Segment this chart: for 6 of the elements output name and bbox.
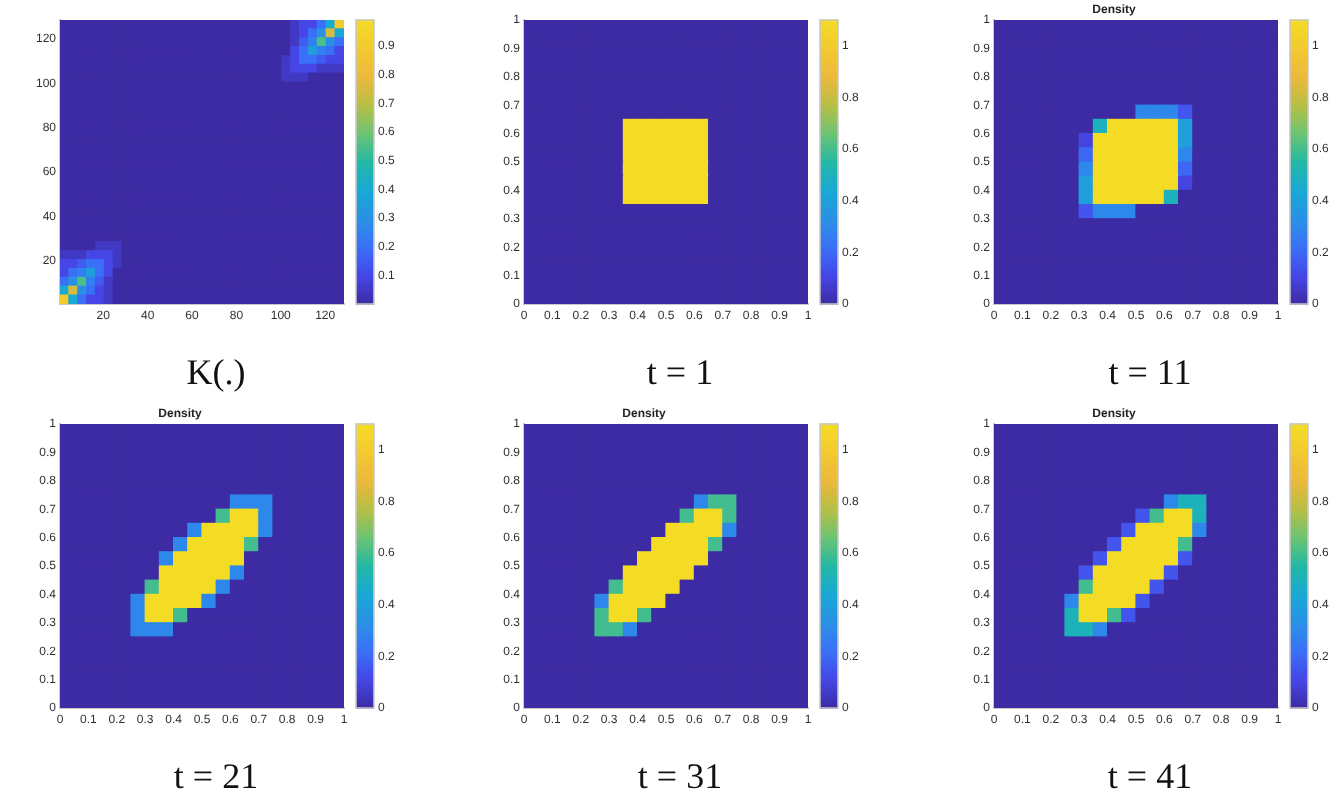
text: t = 1 <box>644 352 716 392</box>
text: t = 31 <box>635 756 725 796</box>
text: t = 11 <box>1106 352 1194 392</box>
text: K(.) <box>184 352 248 392</box>
text: t = 41 <box>1105 756 1195 796</box>
text: t = 21 <box>171 756 261 796</box>
